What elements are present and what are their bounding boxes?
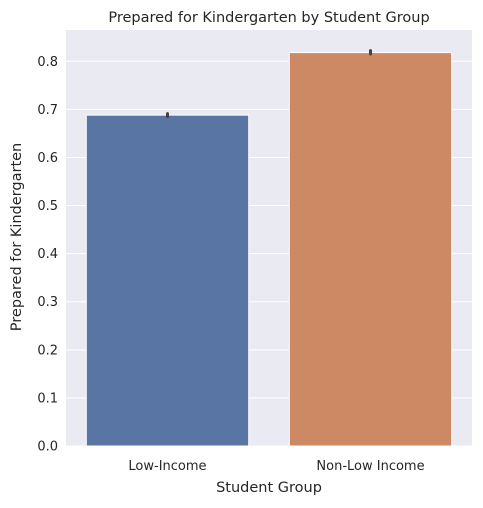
error-bars: [166, 49, 372, 119]
y-tick-label: 0.5: [37, 199, 58, 214]
bar-low-income: [85, 114, 250, 447]
chart-title: Prepared for Kindergarten by Student Gro…: [108, 10, 429, 26]
y-tick-label: 0.4: [37, 247, 58, 262]
y-axis-label: Prepared for Kindergarten: [9, 143, 25, 331]
x-tick-labels: Low-Income Non-Low Income: [128, 459, 424, 474]
y-tick-label: 0.7: [37, 103, 58, 118]
y-tick-label: 0.2: [37, 343, 58, 358]
y-tick-labels: 0.0 0.1 0.2 0.3 0.4 0.5 0.6 0.7 0.8: [37, 55, 58, 455]
y-tick-label: 0.0: [37, 440, 58, 455]
y-tick-label: 0.3: [37, 295, 58, 310]
bar-non-low-income: [288, 52, 453, 447]
y-tick-label: 0.1: [37, 391, 58, 406]
bars: [85, 52, 453, 447]
x-tick-label: Non-Low Income: [316, 459, 424, 474]
x-axis-label: Student Group: [216, 480, 322, 496]
x-tick-label: Low-Income: [128, 459, 206, 474]
y-tick-label: 0.6: [37, 151, 58, 166]
y-tick-label: 0.8: [37, 55, 58, 70]
